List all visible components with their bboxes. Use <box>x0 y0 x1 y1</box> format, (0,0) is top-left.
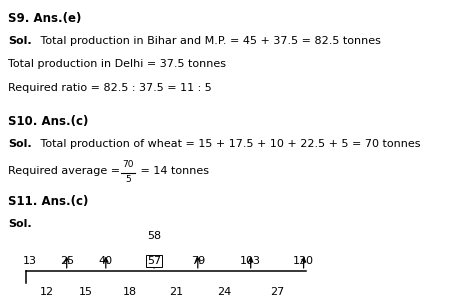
Text: 40: 40 <box>99 256 112 266</box>
Text: Sol.: Sol. <box>8 36 32 46</box>
Text: Total production of wheat = 15 + 17.5 + 10 + 22.5 + 5 = 70 tonnes: Total production of wheat = 15 + 17.5 + … <box>37 139 420 149</box>
Text: 13: 13 <box>23 256 37 266</box>
Text: 70: 70 <box>122 160 134 169</box>
Text: Required ratio = 82.5 : 37.5 = 11 : 5: Required ratio = 82.5 : 37.5 = 11 : 5 <box>8 83 212 93</box>
Text: 130: 130 <box>292 256 313 266</box>
Text: 24: 24 <box>217 287 230 296</box>
Text: 21: 21 <box>168 287 182 296</box>
Text: Total production in Bihar and M.P. = 45 + 37.5 = 82.5 tonnes: Total production in Bihar and M.P. = 45 … <box>37 36 380 46</box>
Text: 57: 57 <box>147 256 161 266</box>
Text: Total production in Delhi = 37.5 tonnes: Total production in Delhi = 37.5 tonnes <box>8 59 226 69</box>
Text: 25: 25 <box>60 256 73 266</box>
Text: 27: 27 <box>269 287 283 296</box>
Text: 58: 58 <box>147 231 161 241</box>
Text: 12: 12 <box>40 287 54 296</box>
Text: 103: 103 <box>240 256 261 266</box>
Text: 15: 15 <box>79 287 93 296</box>
Text: S10. Ans.(c): S10. Ans.(c) <box>8 115 89 128</box>
Text: Required average =: Required average = <box>8 166 120 176</box>
Text: = 14 tonnes: = 14 tonnes <box>137 166 209 176</box>
Text: 18: 18 <box>123 287 136 296</box>
Text: Sol.: Sol. <box>8 219 32 229</box>
Text: Sol.: Sol. <box>8 139 32 149</box>
Text: 5: 5 <box>125 175 130 184</box>
Text: S11. Ans.(c): S11. Ans.(c) <box>8 195 89 208</box>
Text: 79: 79 <box>190 256 204 266</box>
Text: S9. Ans.(e): S9. Ans.(e) <box>8 12 82 25</box>
